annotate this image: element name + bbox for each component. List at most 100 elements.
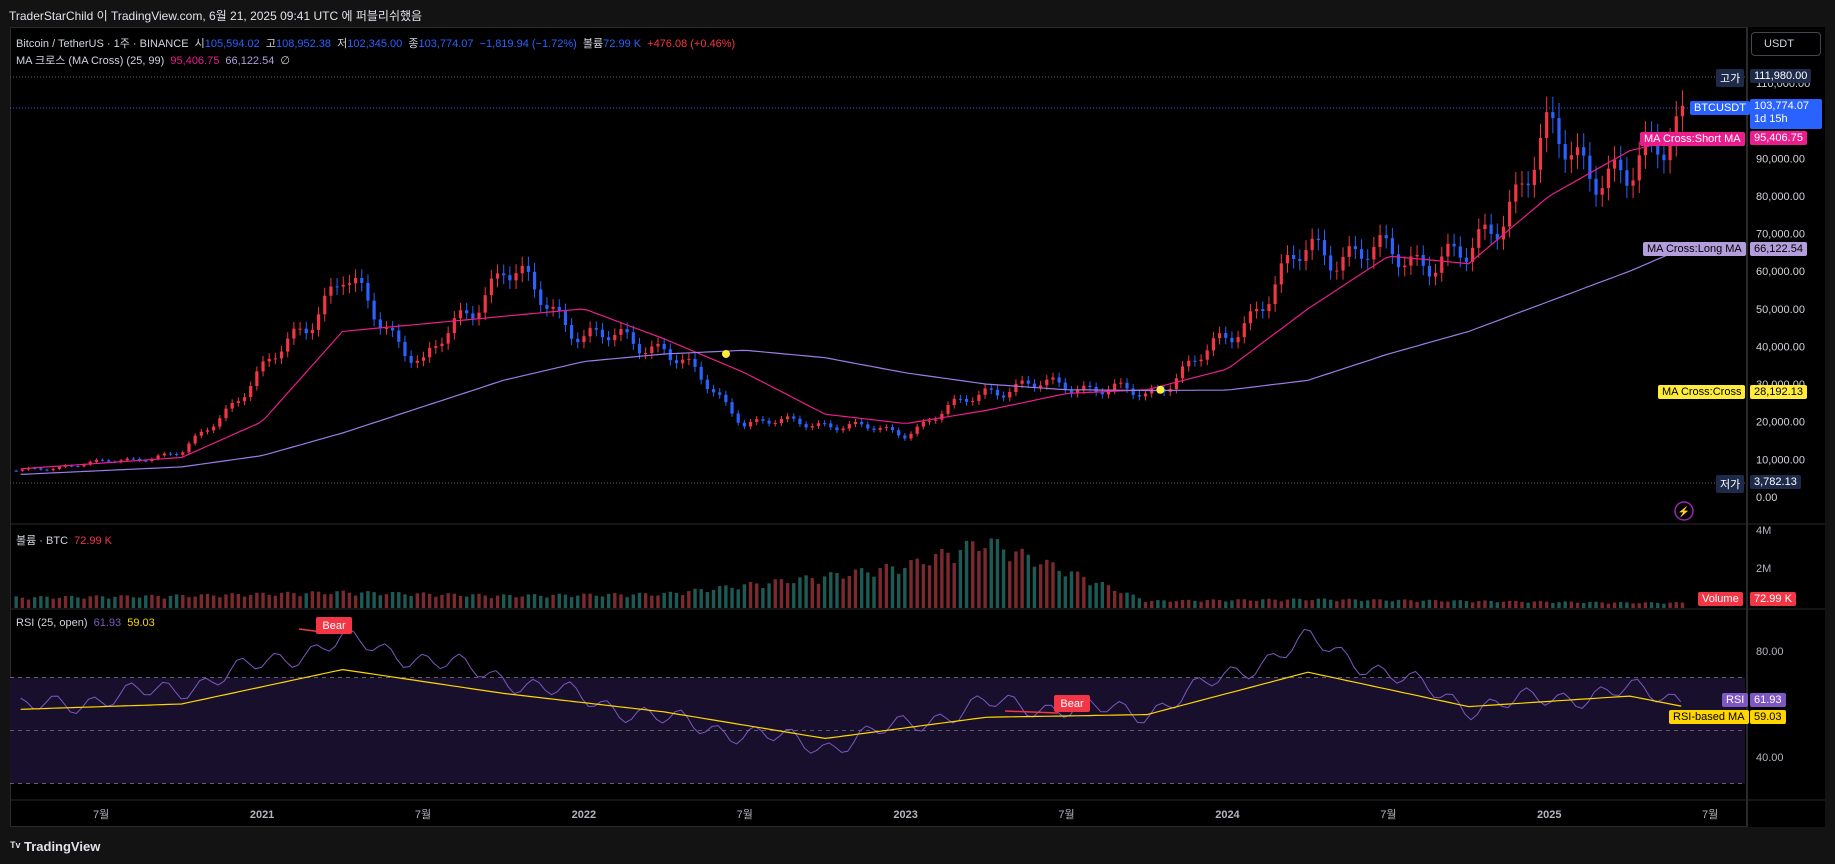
- candle-body: [588, 328, 592, 337]
- candle-body: [594, 328, 598, 330]
- candle: [162, 451, 166, 458]
- ma-hidden-icon[interactable]: ∅: [280, 55, 290, 67]
- candle: [249, 381, 253, 402]
- volume-bar: [218, 597, 222, 608]
- volume-bar: [230, 593, 234, 608]
- candles-group: [14, 90, 1685, 472]
- volume-bar: [1378, 599, 1382, 608]
- time-axis-label: 7월: [415, 808, 431, 821]
- volume-bar: [508, 594, 512, 608]
- candle-body: [897, 430, 901, 436]
- candle-body: [51, 468, 55, 471]
- candle: [977, 390, 981, 405]
- volume-bar: [927, 565, 932, 608]
- candle: [236, 397, 240, 407]
- volume-bar: [1193, 600, 1197, 608]
- volume-bar: [1674, 602, 1678, 608]
- candle: [1440, 246, 1444, 282]
- volume-bar: [193, 596, 197, 608]
- candle: [1180, 361, 1185, 384]
- volume-bar: [989, 538, 993, 608]
- currency-button[interactable]: USDT: [1751, 32, 1821, 56]
- volume-bar: [20, 597, 25, 608]
- candle-body: [88, 461, 92, 465]
- candle-body: [144, 460, 148, 462]
- candle-body: [983, 388, 987, 395]
- candle: [1489, 213, 1493, 245]
- candle: [212, 423, 216, 434]
- candle-body: [57, 466, 61, 469]
- volume-bar: [1501, 601, 1506, 608]
- volume-bar: [810, 578, 814, 608]
- candle-body: [1594, 178, 1598, 195]
- candle: [644, 347, 648, 360]
- volume-bar: [545, 597, 549, 608]
- candle: [847, 421, 851, 432]
- volume-bar: [1403, 599, 1407, 608]
- candle: [1359, 239, 1364, 269]
- candle-body: [563, 311, 568, 326]
- bar-countdown: 1d 15h: [1754, 113, 1788, 125]
- candle-body: [1569, 155, 1573, 160]
- volume-bar: [1304, 600, 1308, 608]
- candle-body: [236, 401, 240, 403]
- volume-bar: [409, 595, 413, 608]
- candle-body: [1353, 246, 1357, 250]
- candle: [674, 354, 679, 369]
- candle-body: [545, 304, 549, 309]
- candle-body: [181, 452, 185, 455]
- candle: [866, 421, 870, 432]
- volume-bar: [736, 589, 740, 608]
- long-ma-tag-label: MA Cross:Long MA: [1643, 242, 1746, 256]
- volume-bar: [1230, 600, 1234, 608]
- candle-body: [600, 329, 605, 338]
- candle: [1662, 140, 1666, 174]
- candle-body: [773, 423, 777, 425]
- volume-bar: [76, 597, 80, 608]
- candle-body: [1230, 337, 1234, 343]
- volume-bar: [205, 593, 210, 608]
- volume-bar: [495, 595, 500, 608]
- candle-body: [415, 360, 419, 363]
- volume-bar: [1612, 602, 1617, 608]
- time-axis-label: 7월: [93, 808, 109, 821]
- candle: [1273, 275, 1277, 312]
- price-scale-label: 60,000.00: [1756, 266, 1805, 278]
- tradingview-logo[interactable]: ᵀᵛ TradingView: [10, 839, 101, 854]
- candle: [872, 425, 876, 433]
- volume-bar: [995, 539, 1000, 608]
- candle-body: [1248, 311, 1253, 324]
- candle: [137, 457, 142, 462]
- candle-body: [1119, 382, 1123, 384]
- volume-bar: [1588, 601, 1592, 608]
- volume-bar: [1458, 600, 1462, 608]
- candle-body: [1637, 155, 1641, 181]
- volume-bar: [353, 595, 358, 608]
- candle-body: [650, 346, 654, 354]
- candle: [421, 351, 426, 367]
- candle: [1427, 256, 1432, 286]
- candle: [508, 266, 512, 290]
- candle: [1458, 236, 1462, 268]
- volume-bar: [569, 597, 574, 608]
- candle-body: [977, 394, 981, 402]
- volume-bar: [1335, 601, 1339, 608]
- candle: [218, 415, 222, 430]
- ma-legend[interactable]: MA 크로스 (MA Cross) (25, 99) 95,406.75 66,…: [16, 52, 293, 68]
- candle: [748, 418, 753, 430]
- candle-body: [674, 360, 679, 364]
- volume-bar: [1051, 562, 1055, 608]
- volume-bar: [458, 595, 463, 608]
- volume-bar: [1520, 601, 1524, 608]
- candle: [1199, 354, 1203, 367]
- candle: [600, 323, 605, 344]
- candle-body: [958, 398, 962, 400]
- volume-bar: [51, 598, 55, 608]
- volume-bar: [1507, 600, 1512, 608]
- candle-body: [551, 306, 555, 309]
- candle: [1680, 90, 1685, 132]
- candle-body: [1076, 389, 1080, 394]
- candle: [224, 405, 228, 422]
- candle: [785, 413, 790, 423]
